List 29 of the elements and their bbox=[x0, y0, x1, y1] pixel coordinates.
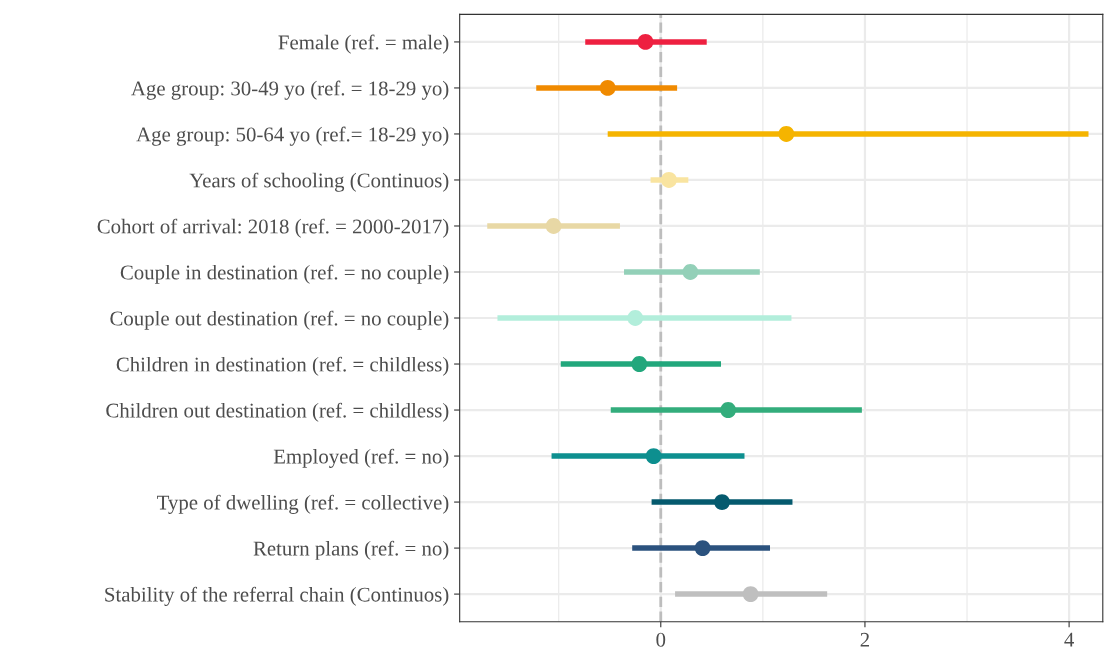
y-tick-label: Couple out destination (ref. = no couple) bbox=[110, 310, 449, 330]
point bbox=[778, 126, 795, 142]
x-tick-label: 4 bbox=[1064, 632, 1074, 647]
y-tick-label: Age group: 30-49 yo (ref. = 18-29 yo) bbox=[131, 80, 449, 100]
x-tick-label: 0 bbox=[656, 632, 666, 647]
point bbox=[637, 34, 654, 50]
point bbox=[714, 494, 730, 510]
y-tick-label: Stability of the referral chain (Continuos) bbox=[105, 586, 449, 606]
y-tick-label: Female (ref. = male) bbox=[278, 34, 449, 54]
y-tick-label: Children out destination (ref. = childless) bbox=[106, 402, 449, 422]
y-tick-label: Years of schooling (Continuos) bbox=[189, 172, 449, 192]
point bbox=[645, 448, 662, 464]
x-tick-label: 2 bbox=[860, 632, 869, 647]
y-tick-label: Children in destination (ref. = childless) bbox=[116, 356, 449, 376]
point bbox=[599, 80, 616, 96]
point bbox=[682, 264, 699, 280]
point bbox=[661, 172, 677, 188]
point bbox=[720, 402, 737, 418]
y-tick-label: Type of dwelling (ref. = collective) bbox=[157, 494, 449, 514]
point bbox=[694, 540, 711, 556]
y-tick-label: Couple in destination (ref. = no couple) bbox=[120, 264, 449, 284]
point bbox=[545, 218, 562, 234]
y-tick-label: Employed (ref. = no) bbox=[273, 448, 449, 468]
y-tick-label: Age group: 50-64 yo (ref.= 18-29 yo) bbox=[136, 126, 449, 146]
y-tick-label: Return plans (ref. = no) bbox=[253, 540, 449, 560]
point bbox=[627, 310, 644, 326]
point bbox=[631, 356, 648, 372]
y-tick-label: Cohort of arrival: 2018 (ref. = 2000-2017) bbox=[97, 218, 449, 238]
point bbox=[742, 586, 759, 603]
